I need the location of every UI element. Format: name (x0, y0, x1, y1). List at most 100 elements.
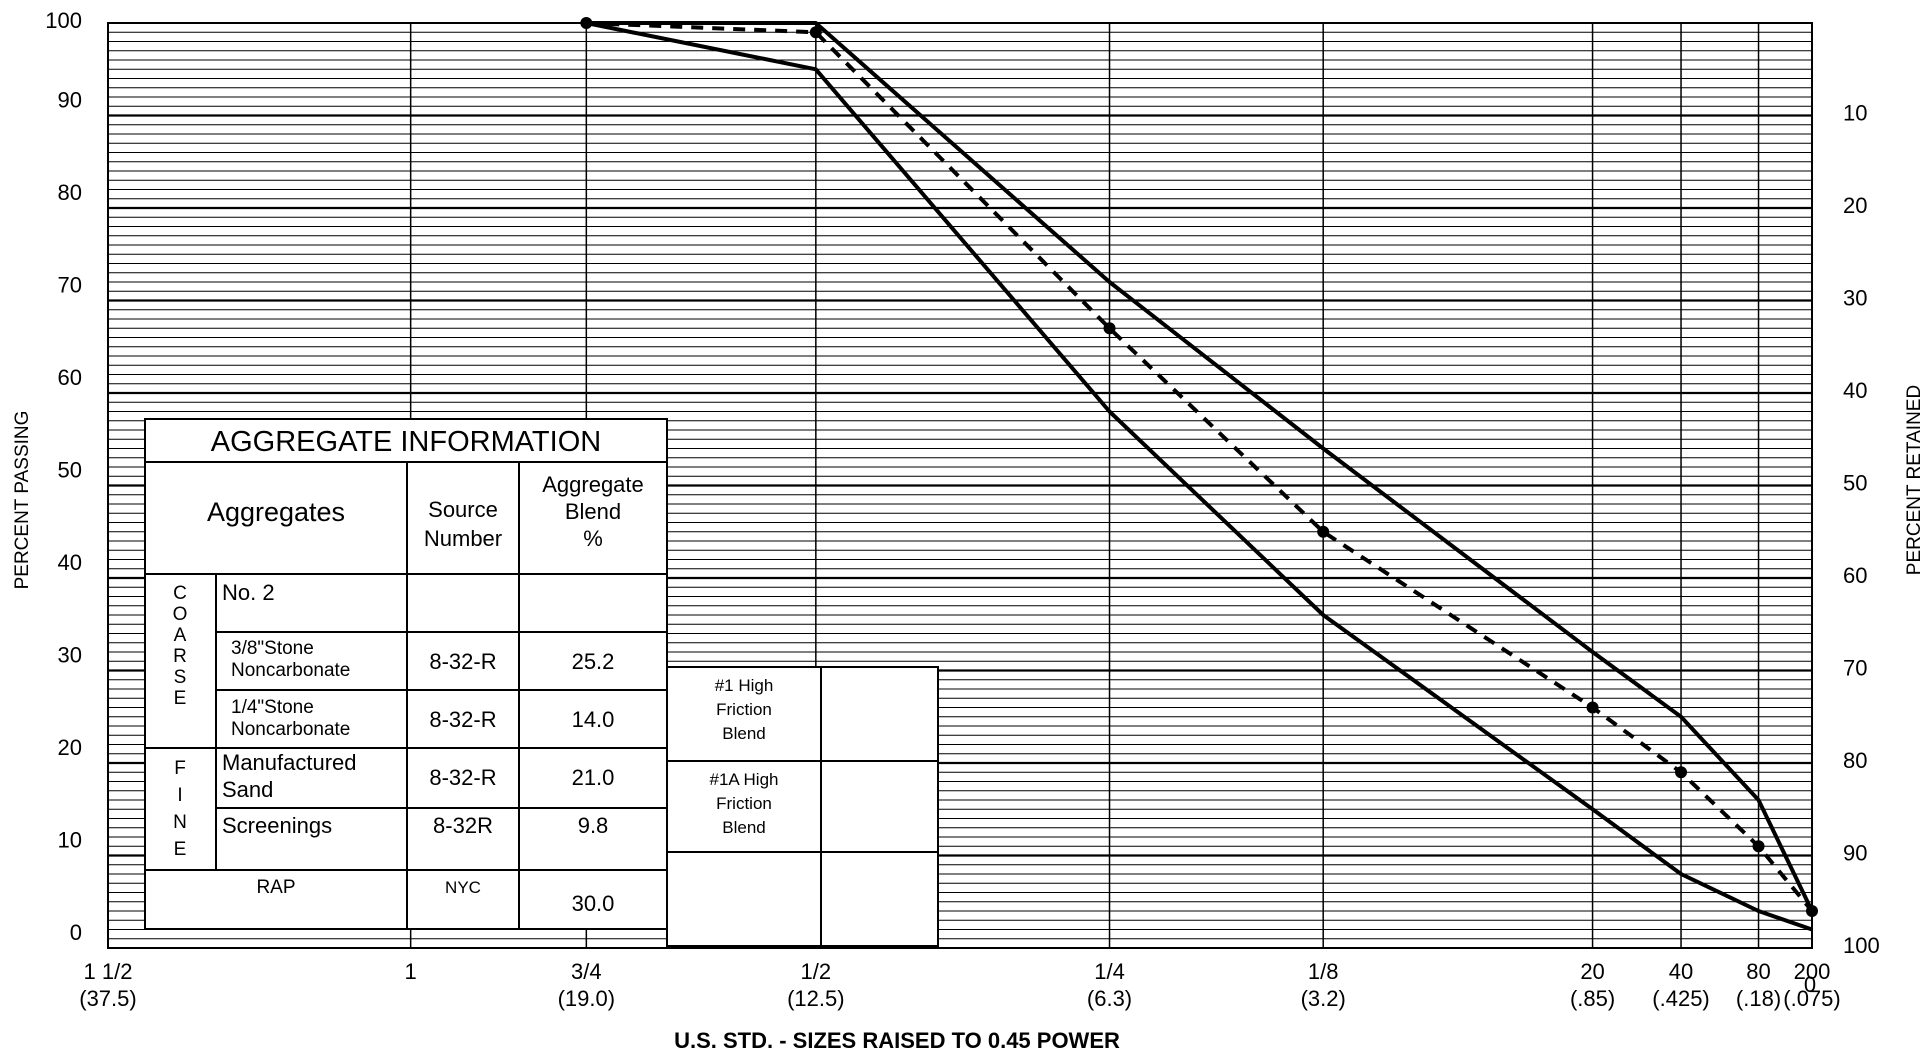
fine-label: N (173, 812, 187, 833)
data-point (1675, 766, 1688, 779)
table-header-source: Source (428, 497, 498, 522)
table-title: AGGREGATE INFORMATION (211, 426, 601, 458)
x-tick-label: 1 1/2 (84, 959, 133, 984)
y-tick-label-right: 90 (1843, 841, 1867, 866)
x-tick-label: 3/4 (571, 959, 602, 984)
blend-label: Friction (716, 794, 772, 813)
blend-label: Blend (722, 818, 765, 837)
x-tick-label: 1 (405, 959, 417, 984)
y-tick-label-right: 50 (1843, 471, 1867, 496)
y-tick-label-right: 30 (1843, 286, 1867, 311)
blend-label: Blend (722, 724, 765, 743)
y-tick-labels-left: 0 10 20 30 40 50 60 70 80 90 100 (45, 8, 82, 945)
specification-limit-line (586, 21, 1814, 912)
y-tick-label-left: 60 (58, 365, 82, 390)
x-tick-label: 20 (1580, 959, 1604, 984)
x-tick-label: (12.5) (787, 986, 844, 1011)
aggregate-blend: 21.0 (572, 765, 615, 790)
y-tick-label-left: 40 (58, 550, 82, 575)
blend-label: Friction (716, 700, 772, 719)
specification-limit-line (585, 21, 1813, 932)
plot-frame (107, 22, 1813, 949)
y-tick-label-left: 100 (45, 8, 82, 33)
x-tick-label: (.85) (1570, 986, 1615, 1011)
table-header-source: Number (424, 526, 502, 551)
data-point (1103, 322, 1116, 335)
aggregate-blend: 30.0 (572, 891, 615, 916)
aggregate-source: 8-32-R (429, 765, 496, 790)
x-axis-title: U.S. STD. - SIZES RAISED TO 0.45 POWER (674, 1028, 1120, 1050)
coarse-label: A (174, 625, 187, 646)
x-tick-label: 40 (1669, 959, 1693, 984)
aggregate-blend: 9.8 (578, 813, 609, 838)
x-tick-label: 80 (1746, 959, 1770, 984)
x-tick-labels: 1 1/2(37.5) 1 3/4(19.0) 1/2(12.5) 1/4(6.3) 1/… (79, 959, 1840, 1011)
aggregate-name: Noncarbonate (231, 660, 350, 681)
data-point (580, 17, 593, 29)
blend-label: #1A High (710, 770, 779, 789)
aggregate-source: 8-32-R (429, 649, 496, 674)
aggregate-source: 8-32R (433, 813, 493, 838)
x-tick-label: (6.3) (1087, 986, 1132, 1011)
aggregate-source: NYC (445, 878, 481, 897)
y-tick-label-left: 0 (70, 920, 82, 945)
aggregate-name: No. 2 (222, 580, 275, 605)
x-tick-label: (.075) (1783, 986, 1840, 1011)
data-point (1752, 840, 1765, 853)
aggregate-name: Manufactured (222, 750, 357, 775)
x-tick-label: (.18) (1736, 986, 1781, 1011)
y-tick-label-right: 40 (1843, 378, 1867, 403)
blend-gradation-line (586, 21, 1814, 913)
aggregate-name: Screenings (222, 813, 332, 838)
aggregate-source: 8-32-R (429, 707, 496, 732)
y-tick-label-right: 10 (1843, 101, 1867, 126)
x-tick-label: (3.2) (1301, 986, 1346, 1011)
y-tick-label-left: 50 (58, 458, 82, 483)
fine-label: E (174, 839, 187, 860)
y-tick-label-right: 0 (1804, 972, 1816, 997)
aggregate-blend: 14.0 (572, 707, 615, 732)
x-tick-label: 1/8 (1308, 959, 1339, 984)
y-tick-label-left: 80 (58, 180, 82, 205)
coarse-label: O (173, 604, 188, 625)
fine-label: F (174, 758, 186, 779)
data-point (1317, 525, 1330, 538)
y-tick-label-right: 80 (1843, 748, 1867, 773)
y-tick-label-left: 30 (58, 643, 82, 668)
y-tick-label-right: 60 (1843, 563, 1867, 588)
coarse-label: C (173, 583, 187, 604)
fine-label: I (177, 785, 182, 806)
aggregate-name: 3/8"Stone (231, 638, 314, 659)
y-tick-label-right: 70 (1843, 656, 1867, 681)
aggregate-name: 1/4"Stone (231, 697, 314, 718)
table-header-aggregates: Aggregates (207, 497, 345, 527)
aggregate-information-table: AGGREGATE INFORMATION Aggregates Source Num… (144, 418, 668, 930)
x-tick-label: (.425) (1652, 986, 1709, 1011)
y-axis-title-right: PERCENT RETAINED (1904, 385, 1925, 575)
y-tick-label-right: 100 (1843, 933, 1880, 958)
aggregate-blend: 25.2 (572, 649, 615, 674)
coarse-label: E (174, 688, 187, 709)
high-friction-blend-table: #1 High Friction Blend #1A High Friction Blen… (666, 666, 939, 947)
x-tick-label: (19.0) (558, 986, 615, 1011)
y-axis-title-left: PERCENT PASSING (12, 411, 33, 590)
x-tick-label: 200 (1794, 959, 1831, 984)
aggregate-name: Noncarbonate (231, 719, 350, 740)
y-tick-label-left: 10 (58, 828, 82, 853)
table-header-blend: Blend (565, 499, 621, 524)
coarse-label: R (173, 646, 187, 667)
x-tick-label: 1/4 (1094, 959, 1125, 984)
y-tick-label-left: 90 (58, 88, 82, 113)
data-point (809, 26, 822, 39)
aggregate-name: Sand (222, 777, 273, 802)
aggregate-name: RAP (256, 877, 295, 898)
y-tick-label-left: 20 (58, 735, 82, 760)
x-tick-label: (37.5) (79, 986, 136, 1011)
blend-table-frame (666, 666, 939, 947)
blend-label: #1 High (715, 676, 774, 695)
coarse-label: S (174, 667, 187, 688)
x-tick-label: 1/2 (801, 959, 832, 984)
y-tick-label-left: 70 (58, 273, 82, 298)
